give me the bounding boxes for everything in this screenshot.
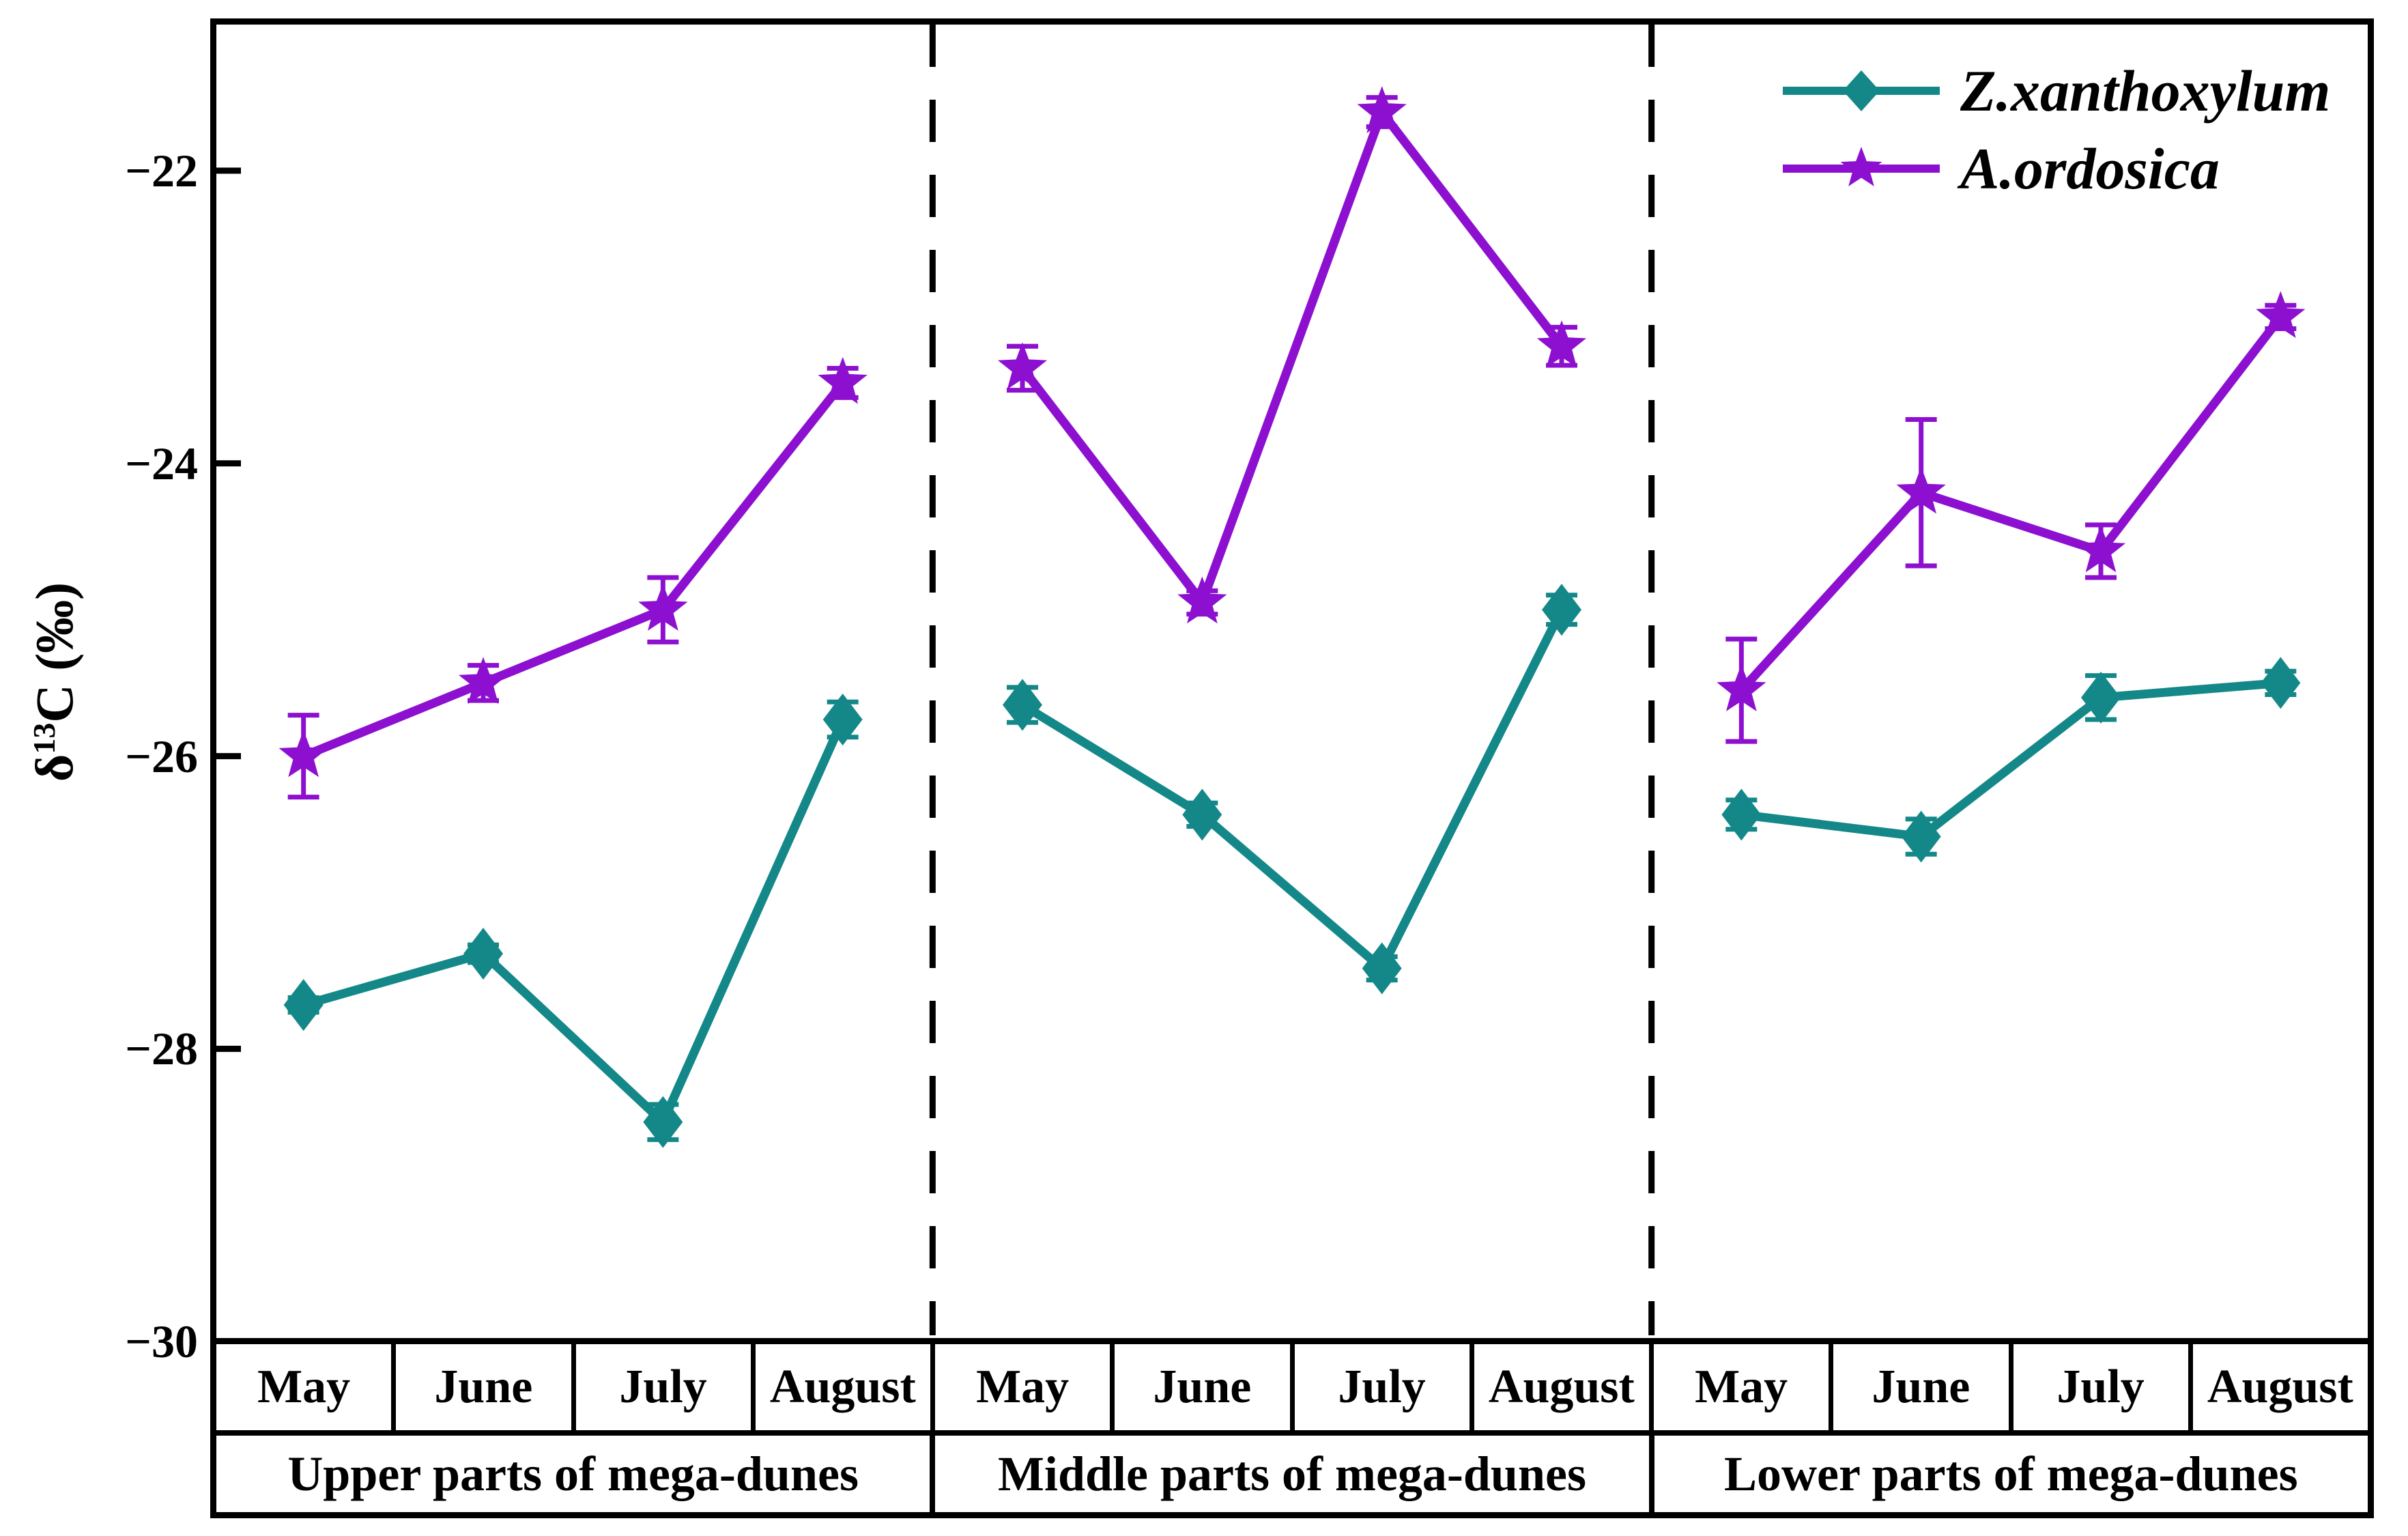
star-marker-icon bbox=[1536, 320, 1587, 367]
month-cell: July bbox=[1289, 1344, 1470, 1430]
month-cell: August bbox=[2188, 1344, 2368, 1430]
month-cell: June bbox=[1829, 1344, 2008, 1430]
diamond-marker-icon bbox=[1003, 679, 1042, 731]
dune-section-label-lower: Lower parts of mega-dunes bbox=[1648, 1436, 2368, 1512]
dune-section-label-upper: Upper parts of mega-dunes bbox=[287, 1446, 859, 1501]
diamond-marker-icon bbox=[1182, 788, 1222, 841]
legend-label-aordosica: A.ordosica bbox=[1960, 136, 2220, 201]
diamond-marker-icon bbox=[1901, 810, 1941, 863]
month-cell: August bbox=[1469, 1344, 1649, 1430]
series-line-zxanthoxylum bbox=[302, 717, 847, 1127]
x-axis-table: May June July August May June July Augus… bbox=[210, 1338, 2374, 1518]
month-cell: June bbox=[391, 1344, 571, 1430]
series-line-aordosica bbox=[1738, 314, 2284, 694]
y-tick-label: −30 bbox=[125, 1315, 198, 1368]
month-row: May June July August May June July Augus… bbox=[216, 1344, 2368, 1436]
diamond-marker-icon bbox=[1542, 584, 1581, 636]
star-marker-icon bbox=[2076, 525, 2126, 573]
diamond-marker-icon bbox=[822, 694, 863, 745]
star-marker-icon bbox=[1717, 664, 1766, 711]
series-line-zxanthoxylum bbox=[1740, 678, 2281, 842]
series-line-zxanthoxylum bbox=[1020, 608, 1566, 973]
series-line-aordosica bbox=[302, 380, 846, 760]
y-tick-label: −24 bbox=[125, 437, 198, 489]
star-marker-icon bbox=[1896, 466, 1946, 514]
month-cell: July bbox=[2008, 1344, 2188, 1430]
diamond-marker-icon bbox=[2261, 657, 2301, 709]
y-tick-label: −28 bbox=[125, 1023, 198, 1075]
dune-section-row: Upper parts of mega-dunes Middle parts o… bbox=[216, 1436, 2368, 1512]
legend-label-zxanthoxylum: Z.xanthoxylum bbox=[1960, 58, 2331, 124]
diamond-marker-icon bbox=[643, 1096, 683, 1148]
diamond-marker-icon bbox=[283, 979, 324, 1032]
diamond-marker-icon bbox=[1721, 788, 1762, 841]
y-tick-label: −22 bbox=[125, 145, 198, 197]
diamond-marker-icon bbox=[1362, 942, 1402, 995]
star-marker-icon bbox=[278, 730, 328, 778]
month-cell: July bbox=[571, 1344, 751, 1430]
y-tick-label: −26 bbox=[125, 730, 198, 782]
star-marker-icon bbox=[1177, 576, 1227, 624]
month-cell: June bbox=[1110, 1344, 1289, 1430]
diamond-marker-icon bbox=[1843, 70, 1880, 111]
star-marker-icon bbox=[818, 356, 868, 404]
diamond-marker-icon bbox=[2081, 671, 2121, 724]
star-marker-icon bbox=[1357, 86, 1407, 133]
series-line-aordosica bbox=[1018, 107, 1566, 607]
dune-section-label-middle: Middle parts of mega-dunes bbox=[930, 1436, 1648, 1512]
star-marker-icon bbox=[458, 657, 508, 705]
diamond-marker-icon bbox=[463, 928, 503, 980]
month-cell: May bbox=[930, 1344, 1110, 1430]
month-cell: August bbox=[750, 1344, 930, 1430]
star-marker-icon bbox=[638, 584, 688, 631]
month-cell: May bbox=[1649, 1344, 1829, 1430]
star-marker-icon bbox=[997, 342, 1048, 390]
star-marker-icon bbox=[2256, 291, 2306, 339]
month-cell: May bbox=[257, 1361, 351, 1413]
plot-area-border bbox=[210, 18, 2374, 1344]
star-marker-icon bbox=[1840, 147, 1882, 186]
